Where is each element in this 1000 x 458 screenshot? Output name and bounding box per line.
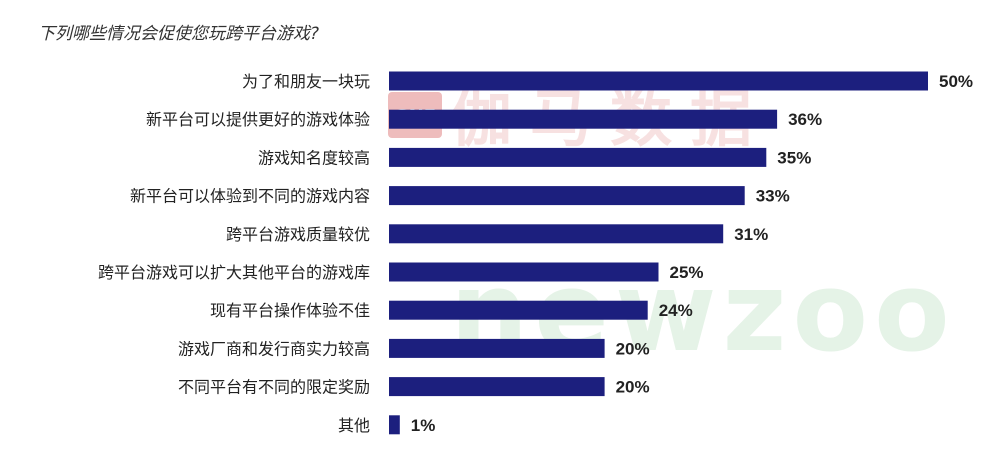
bar-1 (389, 71, 928, 91)
value-label-8: 20% (616, 339, 650, 358)
value-label-7: 24% (659, 301, 693, 320)
category-label-8: 游戏厂商和发行商实力较高 (178, 339, 370, 358)
bar-4 (389, 186, 745, 206)
value-label-6: 25% (670, 263, 704, 282)
bar-6 (389, 262, 659, 282)
value-label-5: 31% (734, 225, 768, 244)
category-label-7: 现有平台操作体验不佳 (210, 301, 370, 320)
category-label-3: 游戏知名度较高 (258, 148, 370, 167)
bar-8 (389, 338, 605, 358)
category-label-4: 新平台可以体验到不同的游戏内容 (130, 187, 370, 206)
value-label-9: 20% (616, 378, 650, 397)
category-label-10: 其他 (338, 416, 370, 435)
chart-question-title: 下列哪些情况会促使您玩跨平台游戏? (38, 24, 320, 44)
bar-5 (389, 224, 724, 244)
category-label-1: 为了和朋友一块玩 (242, 72, 370, 91)
bar-9 (389, 377, 605, 397)
value-label-4: 33% (756, 187, 790, 206)
bars-layer (389, 71, 928, 435)
category-label-5: 跨平台游戏质量较优 (226, 225, 370, 244)
value-label-2: 36% (788, 110, 822, 129)
value-label-1: 50% (939, 72, 973, 91)
category-labels: 为了和朋友一块玩新平台可以提供更好的游戏体验游戏知名度较高新平台可以体验到不同的… (98, 72, 370, 435)
bar-10 (389, 415, 400, 435)
bar-2 (389, 109, 778, 129)
category-label-6: 跨平台游戏可以扩大其他平台的游戏库 (98, 263, 370, 282)
category-label-9: 不同平台有不同的限定奖励 (178, 378, 370, 397)
value-labels: 50% 36% 35% 33% 31% 25% 24% 20% 20% 1% (411, 72, 973, 435)
value-label-3: 35% (777, 148, 811, 167)
bar-3 (389, 147, 767, 167)
category-label-2: 新平台可以提供更好的游戏体验 (146, 110, 370, 129)
bar-7 (389, 300, 648, 320)
value-label-10: 1% (411, 416, 436, 435)
